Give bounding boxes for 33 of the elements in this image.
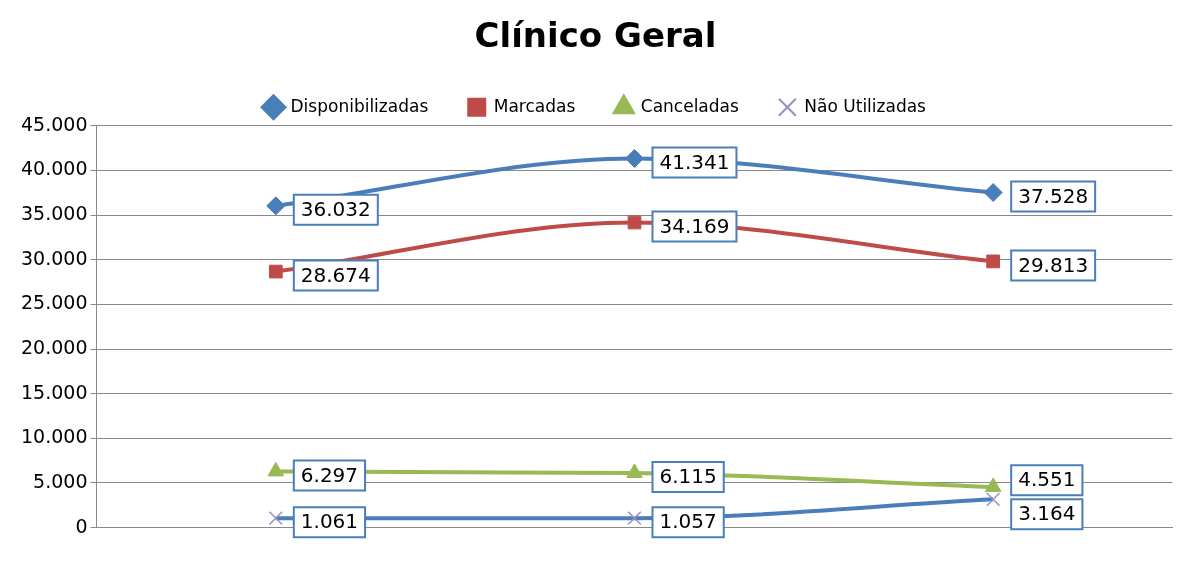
chart-title: Clínico Geral [474, 15, 717, 56]
point [624, 148, 644, 168]
data-label: 41.341 [659, 149, 730, 174]
y-tick-label: 0 [75, 514, 88, 537]
point [986, 254, 1001, 269]
data-label: 3.164 [1018, 501, 1076, 526]
y-tick-label: 5.000 [33, 469, 88, 492]
legend-label: Marcadas [493, 95, 576, 116]
y-tick-label: 45.000 [21, 112, 88, 135]
data-label: 1.057 [659, 509, 717, 534]
legend-label: Canceladas [640, 95, 739, 116]
legend-label: Disponibilizadas [290, 95, 429, 116]
y-tick-label: 40.000 [21, 157, 88, 180]
data-label: 36.032 [300, 197, 371, 222]
data-label: 37.528 [1018, 183, 1089, 208]
y-tick-label: 10.000 [21, 425, 88, 448]
y-tick-label: 25.000 [21, 291, 88, 314]
point [266, 196, 286, 216]
point [983, 183, 1003, 203]
y-tick-label: 35.000 [21, 202, 88, 225]
legend-label: Não Utilizadas [804, 95, 927, 116]
data-label: 6.115 [659, 464, 717, 489]
data-label: 6.297 [300, 462, 359, 487]
data-label: 1.061 [300, 509, 359, 534]
data-label: 34.169 [659, 213, 730, 238]
data-label: 4.551 [1018, 467, 1076, 492]
y-tick-label: 20.000 [21, 335, 88, 358]
y-tick-label: 30.000 [21, 246, 88, 269]
y-tick-label: 15.000 [21, 380, 88, 403]
data-label: 29.813 [1018, 252, 1089, 277]
point [268, 264, 283, 279]
point [627, 215, 642, 230]
data-label: 28.674 [300, 262, 371, 287]
